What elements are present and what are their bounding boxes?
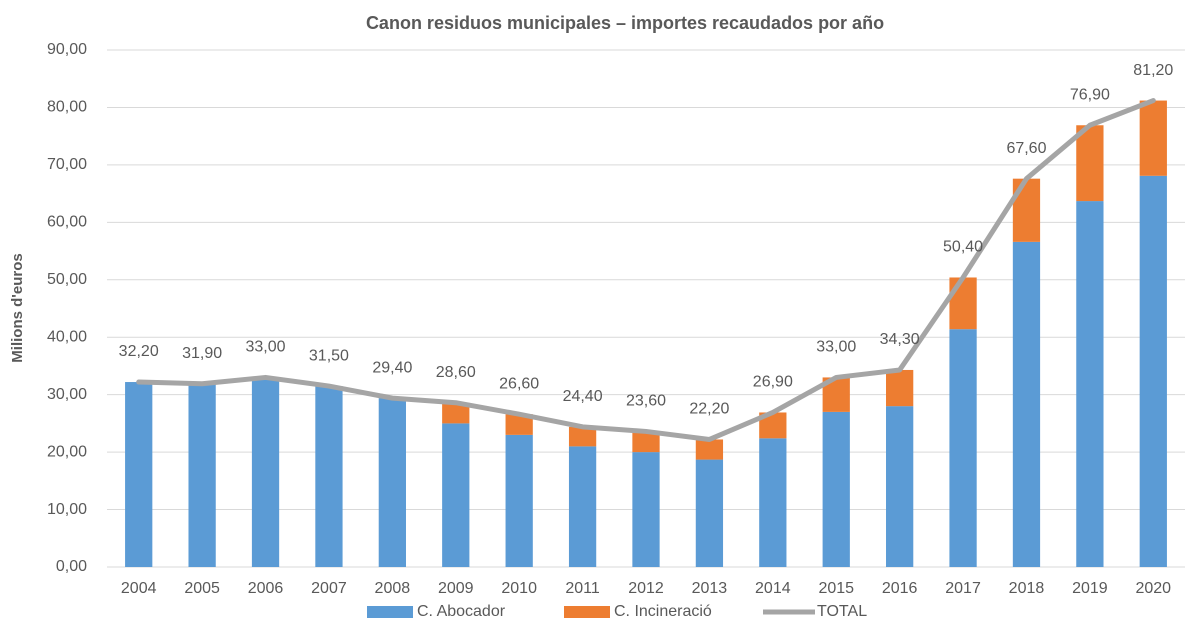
x-tick-label: 2010 — [501, 580, 537, 597]
x-tick-label: 2015 — [818, 580, 854, 597]
bar-segment — [442, 423, 470, 567]
y-tick-label: 80,00 — [47, 99, 87, 116]
data-label: 24,40 — [563, 388, 603, 405]
legend-swatch — [564, 606, 610, 618]
bar-segment — [378, 398, 406, 567]
x-tick-label: 2019 — [1072, 580, 1108, 597]
bar-segment — [1139, 175, 1167, 567]
x-tick-label: 2014 — [755, 580, 791, 597]
data-label: 32,20 — [119, 343, 159, 360]
data-label: 34,30 — [880, 331, 920, 348]
data-label: 81,20 — [1133, 62, 1173, 79]
data-label: 67,60 — [1006, 140, 1046, 157]
chart-title: Canon residuos municipales – importes re… — [366, 13, 884, 33]
data-label: 33,00 — [816, 339, 856, 356]
bar-segment — [1012, 241, 1041, 567]
data-label: 23,60 — [626, 393, 666, 410]
y-tick-label: 30,00 — [47, 386, 87, 403]
bar-segment — [886, 406, 914, 567]
bar-segment — [505, 434, 533, 567]
bar-segment — [1139, 100, 1167, 176]
data-label: 31,90 — [182, 345, 222, 362]
data-label: 28,60 — [436, 364, 476, 381]
y-tick-label: 40,00 — [47, 328, 87, 345]
bar-segment — [949, 329, 977, 567]
y-tick-label: 10,00 — [47, 501, 87, 518]
data-label: 31,50 — [309, 347, 349, 364]
legend-label: TOTAL — [817, 603, 867, 620]
x-tick-label: 2009 — [438, 580, 474, 597]
legend-swatch — [367, 606, 413, 618]
x-tick-label: 2020 — [1135, 580, 1171, 597]
bar-segment — [822, 411, 850, 567]
data-label: 26,60 — [499, 375, 539, 392]
bar-segment — [949, 277, 977, 330]
bar-segment — [188, 383, 216, 567]
data-label: 26,90 — [753, 374, 793, 391]
bar-segment — [632, 431, 660, 453]
bar-segment — [759, 438, 787, 567]
bar-segment — [568, 426, 597, 447]
data-label: 29,40 — [372, 359, 412, 376]
bar-segment — [695, 459, 724, 567]
x-tick-label: 2006 — [248, 580, 284, 597]
bar-segment — [568, 446, 597, 567]
x-tick-label: 2008 — [375, 580, 411, 597]
data-label: 22,20 — [689, 401, 729, 418]
x-tick-label: 2004 — [121, 580, 157, 597]
bar-segment — [1076, 201, 1104, 567]
data-label: 33,00 — [246, 339, 286, 356]
bar-segment — [125, 382, 153, 567]
bar-segment — [695, 439, 724, 460]
y-tick-label: 60,00 — [47, 214, 87, 231]
bar-segment — [505, 414, 533, 435]
x-tick-label: 2016 — [882, 580, 918, 597]
x-tick-label: 2005 — [184, 580, 220, 597]
y-tick-label: 90,00 — [47, 41, 87, 58]
x-tick-label: 2018 — [1009, 580, 1045, 597]
legend-label: C. Abocador — [417, 603, 506, 620]
bar-segment — [251, 377, 280, 567]
data-label: 76,90 — [1070, 86, 1110, 103]
bar-segment — [1076, 125, 1104, 202]
y-tick-label: 50,00 — [47, 271, 87, 288]
legend-label: C. Incineració — [614, 603, 712, 620]
bar-segment — [886, 369, 914, 407]
bar-segment — [632, 452, 660, 567]
total-line — [136, 98, 1156, 442]
bar-segment — [1012, 178, 1041, 242]
y-tick-label: 0,00 — [56, 558, 87, 575]
y-axis-label: Milions d'euros — [9, 253, 26, 362]
y-tick-label: 70,00 — [47, 156, 87, 173]
bar-segment — [442, 402, 470, 424]
x-tick-label: 2013 — [692, 580, 728, 597]
x-tick-label: 2012 — [628, 580, 664, 597]
x-tick-label: 2011 — [565, 580, 600, 597]
y-tick-label: 20,00 — [47, 443, 87, 460]
x-tick-label: 2007 — [311, 580, 347, 597]
data-label: 50,40 — [943, 239, 983, 256]
bar-segment — [315, 386, 343, 567]
x-tick-label: 2017 — [945, 580, 981, 597]
